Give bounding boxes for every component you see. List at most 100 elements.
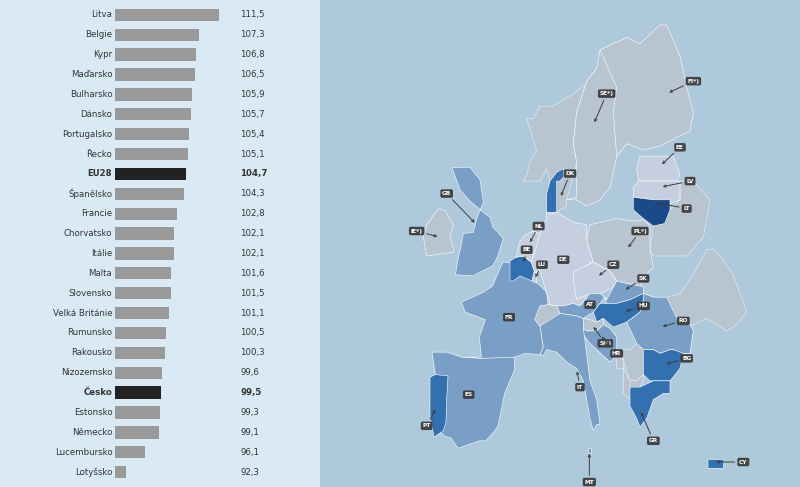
Text: HU: HU [627, 303, 648, 312]
FancyBboxPatch shape [115, 406, 160, 419]
Polygon shape [620, 343, 643, 381]
Text: BG: BG [667, 356, 691, 364]
Text: 99,6: 99,6 [240, 368, 259, 377]
Polygon shape [540, 314, 600, 431]
Polygon shape [583, 318, 603, 331]
FancyBboxPatch shape [115, 307, 169, 319]
Text: Lucembursko: Lucembursko [54, 448, 112, 457]
Polygon shape [557, 294, 606, 318]
Polygon shape [586, 219, 654, 286]
Polygon shape [650, 181, 710, 256]
Text: Dánsko: Dánsko [81, 110, 112, 119]
Text: MT: MT [585, 455, 594, 485]
Text: 102,1: 102,1 [240, 249, 265, 258]
Text: 110,0 a více: 110,0 a více [631, 174, 687, 183]
FancyBboxPatch shape [115, 187, 184, 200]
FancyBboxPatch shape [115, 466, 126, 478]
Text: 99,1: 99,1 [240, 428, 259, 437]
Text: 101,1: 101,1 [240, 309, 265, 318]
FancyBboxPatch shape [115, 387, 161, 399]
Text: Česko: Česko [83, 388, 112, 397]
Text: DK: DK [562, 171, 574, 195]
Polygon shape [623, 368, 634, 400]
FancyBboxPatch shape [115, 327, 166, 339]
Text: Slovensko: Slovensko [69, 289, 112, 298]
FancyBboxPatch shape [115, 446, 145, 458]
Polygon shape [626, 250, 746, 350]
Text: Nizozemsko: Nizozemsko [61, 368, 112, 377]
Polygon shape [674, 325, 694, 354]
Text: 105,0 až 109,9: 105,0 až 109,9 [631, 116, 698, 125]
Text: Chorvatsko: Chorvatsko [64, 229, 112, 238]
Text: IT: IT [577, 372, 583, 390]
Circle shape [597, 107, 620, 134]
Polygon shape [462, 262, 548, 358]
Polygon shape [617, 350, 623, 368]
Text: GR: GR [642, 413, 658, 443]
Text: 104,3: 104,3 [240, 189, 265, 198]
Text: LV: LV [664, 179, 694, 187]
Text: CZ: CZ [600, 262, 618, 275]
Polygon shape [588, 449, 590, 452]
Polygon shape [634, 197, 670, 226]
Text: Španělsko: Španělsko [68, 188, 112, 199]
Text: Bulharsko: Bulharsko [70, 90, 112, 99]
Text: ES: ES [465, 392, 473, 397]
Text: Kypr: Kypr [93, 50, 112, 59]
Polygon shape [574, 262, 617, 300]
Polygon shape [523, 69, 597, 212]
Text: 105,7: 105,7 [240, 110, 265, 119]
Text: HR: HR [602, 337, 622, 356]
Text: CY: CY [718, 460, 747, 465]
FancyBboxPatch shape [115, 9, 218, 21]
Text: Maďarsko: Maďarsko [70, 70, 112, 79]
Text: 105,9: 105,9 [240, 90, 265, 99]
Text: RO: RO [664, 318, 688, 327]
Text: 106,8: 106,8 [240, 50, 265, 59]
FancyBboxPatch shape [115, 267, 171, 280]
Polygon shape [597, 325, 623, 362]
Circle shape [597, 49, 620, 76]
Text: Velká Británie: Velká Británie [53, 309, 112, 318]
Text: LT: LT [657, 202, 690, 211]
Text: 100,3: 100,3 [240, 348, 265, 357]
Text: EU28: EU28 [88, 169, 112, 178]
Polygon shape [634, 181, 680, 204]
Text: SK: SK [626, 276, 648, 289]
Text: Německo: Německo [72, 428, 112, 437]
Text: SE*): SE*) [594, 91, 614, 121]
Polygon shape [510, 256, 534, 281]
Text: IE*): IE*) [410, 228, 436, 237]
Polygon shape [630, 375, 643, 393]
Text: 105,4: 105,4 [240, 130, 265, 139]
FancyBboxPatch shape [115, 168, 186, 180]
Text: Řecko: Řecko [86, 150, 112, 158]
Text: Rumunsko: Rumunsko [67, 329, 112, 337]
FancyBboxPatch shape [115, 68, 194, 81]
Text: Francie: Francie [81, 209, 112, 218]
Polygon shape [605, 281, 643, 303]
Text: Malta: Malta [89, 269, 112, 278]
Text: 102,1: 102,1 [240, 229, 265, 238]
FancyBboxPatch shape [115, 367, 162, 379]
Text: 92,3: 92,3 [240, 468, 259, 477]
Text: 99,5: 99,5 [240, 388, 262, 397]
FancyBboxPatch shape [115, 108, 191, 120]
Text: 99,9 a méně: 99,9 a méně [631, 0, 688, 9]
Text: Rakousko: Rakousko [71, 348, 112, 357]
FancyBboxPatch shape [115, 207, 177, 220]
FancyBboxPatch shape [115, 287, 170, 300]
Polygon shape [630, 381, 670, 427]
Text: Lotyšsko: Lotyšsko [75, 468, 112, 477]
Polygon shape [626, 294, 694, 354]
Polygon shape [600, 25, 694, 156]
FancyBboxPatch shape [115, 128, 190, 140]
Text: PL*): PL*) [629, 228, 647, 246]
Text: LU: LU [536, 262, 546, 276]
FancyBboxPatch shape [115, 227, 174, 240]
Polygon shape [637, 156, 680, 181]
Polygon shape [546, 169, 563, 212]
Text: Portugalsko: Portugalsko [62, 130, 112, 139]
Circle shape [597, 165, 620, 192]
Polygon shape [532, 272, 537, 282]
